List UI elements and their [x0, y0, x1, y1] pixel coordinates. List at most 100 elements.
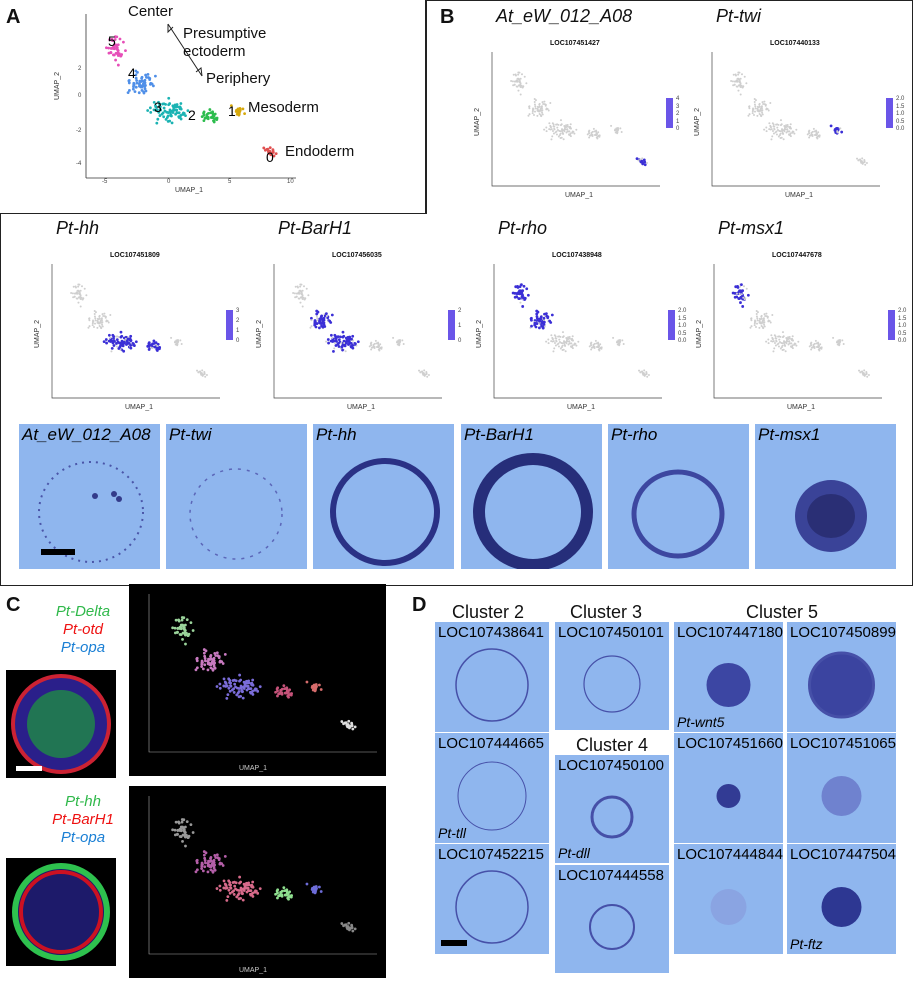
- umap-point: [184, 114, 187, 118]
- feature-point: [594, 339, 597, 342]
- overlay-point: [223, 882, 227, 886]
- feature-point: [756, 319, 759, 322]
- tile-loc-label: LOC107444844: [677, 846, 783, 863]
- umap-point: [213, 117, 217, 121]
- feature-xlabel: UMAP_1: [785, 192, 814, 199]
- overlay-point: [340, 922, 344, 925]
- umap-point: [113, 43, 116, 47]
- feature-point: [789, 132, 792, 135]
- feature-gene-title: At_eW_012_A08: [496, 6, 633, 26]
- feature-point: [769, 101, 772, 104]
- feature-point: [787, 130, 790, 133]
- feature-point: [781, 344, 784, 347]
- feature-point: [134, 340, 138, 344]
- overlay-point: [236, 686, 239, 690]
- feature-point: [325, 315, 328, 318]
- feature-point: [554, 337, 557, 340]
- overlay-point: [179, 627, 183, 631]
- overlay-point: [200, 662, 204, 666]
- feature-point: [427, 373, 430, 376]
- feature-point: [779, 137, 782, 140]
- umap-point: [157, 104, 161, 108]
- feature-point: [842, 343, 845, 346]
- feature-point: [73, 295, 76, 298]
- overlay-point: [239, 886, 243, 890]
- overlay-point: [345, 926, 349, 929]
- feature-point: [762, 321, 765, 324]
- overlay-point: [201, 667, 205, 671]
- overlay-point: [212, 664, 216, 668]
- feature-gene-title: Pt-msx1: [718, 218, 785, 238]
- cluster-4-heading: Cluster 4: [576, 735, 649, 755]
- overlay-point: [238, 679, 241, 683]
- feature-point: [747, 114, 750, 117]
- feature-point: [774, 344, 777, 347]
- overlay-point: [278, 692, 282, 695]
- tile-loc-label: LOC107451065: [790, 735, 896, 752]
- feature-point: [533, 98, 536, 101]
- feature-point: [70, 292, 73, 295]
- feature-point: [618, 339, 621, 342]
- overlay-point: [317, 885, 321, 889]
- feature-point: [646, 375, 649, 378]
- feature-legend-tick: 0.5: [898, 330, 907, 337]
- feature-point: [518, 289, 521, 293]
- feature-point: [773, 342, 776, 345]
- overlay-point: [319, 688, 323, 691]
- umap-point: [165, 110, 169, 114]
- feature-point: [641, 370, 644, 373]
- feature-point: [816, 135, 819, 138]
- feature-point: [758, 326, 761, 329]
- feature-point: [792, 130, 795, 133]
- feature-point: [128, 337, 131, 341]
- feature-point: [592, 127, 595, 130]
- feature-point: [547, 342, 550, 345]
- feature-point: [595, 129, 598, 132]
- feature-legend-tick: 1.0: [896, 111, 905, 117]
- feature-point: [776, 126, 779, 129]
- panel-label-b: B: [440, 6, 455, 28]
- overlay-point: [226, 693, 230, 697]
- feature-point: [522, 284, 526, 288]
- feature-point: [199, 370, 202, 373]
- feature-point: [773, 127, 776, 130]
- feature-legend-tick: 0: [676, 126, 680, 132]
- feature-point: [100, 317, 103, 320]
- feature-point: [76, 289, 79, 292]
- feature-xlabel: UMAP_1: [347, 404, 376, 411]
- overlay-point: [244, 681, 248, 685]
- tile-loc-label: LOC107452215: [438, 846, 544, 863]
- feature-point: [315, 315, 318, 318]
- feature-point: [293, 292, 296, 295]
- feature-point: [595, 342, 598, 345]
- umap-point: [241, 107, 245, 111]
- overlay-point: [251, 683, 255, 687]
- overlay-point: [258, 887, 262, 891]
- overlay-point: [218, 682, 222, 686]
- feature-point: [730, 80, 733, 83]
- legend-pt-opa: Pt-opa: [60, 639, 106, 656]
- umap-point: [115, 35, 119, 39]
- feature-point: [179, 339, 182, 342]
- feature-point: [104, 316, 107, 319]
- umap-point: [120, 53, 124, 56]
- feature-point: [534, 105, 537, 108]
- feature-point: [774, 337, 777, 340]
- overlay-point: [248, 687, 252, 691]
- feature-point: [370, 341, 373, 344]
- feature-point: [598, 135, 601, 138]
- feature-point: [515, 292, 519, 296]
- feature-ylabel: UMAP_2: [474, 107, 481, 136]
- feature-point: [857, 159, 860, 162]
- feature-point: [755, 310, 758, 313]
- feature-point: [745, 287, 748, 290]
- feature-point: [813, 347, 816, 350]
- feature-point: [546, 108, 549, 111]
- cluster-label-1: 1: [228, 103, 236, 119]
- feature-point: [739, 77, 742, 80]
- feature-point: [571, 339, 574, 342]
- ish-tile: LOC107444844: [674, 844, 783, 954]
- overlay-point: [314, 885, 317, 889]
- feature-point: [743, 75, 746, 78]
- overlay-point: [209, 655, 212, 658]
